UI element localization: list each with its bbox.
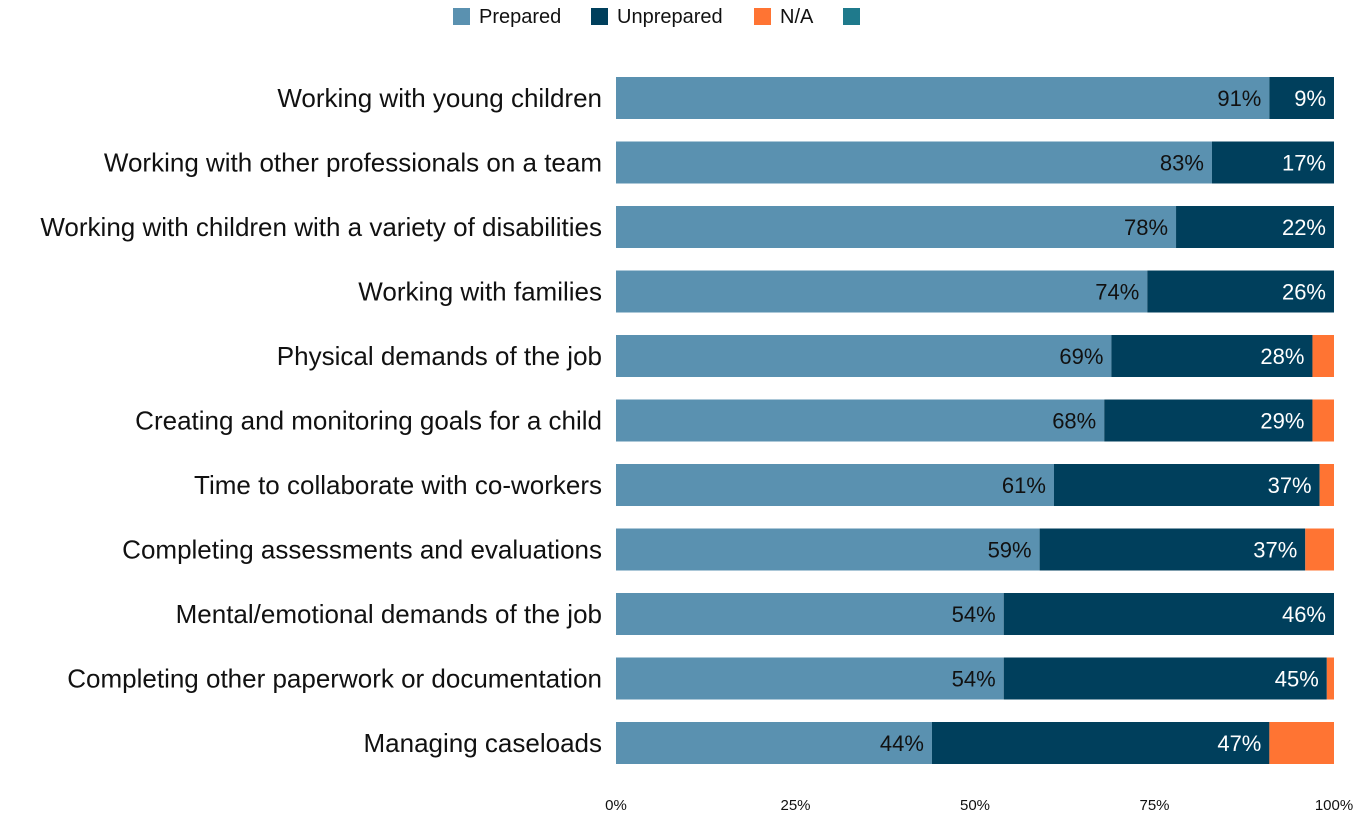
bar-segment-n-a: [1269, 722, 1334, 764]
bar-segment-prepared: [616, 270, 1148, 313]
category-label: Working with families: [358, 277, 602, 307]
data-label-unprepared: 26%: [1282, 280, 1326, 305]
bar-segment-prepared: [616, 206, 1177, 248]
bar-segment-prepared: [616, 335, 1112, 377]
data-label-unprepared: 37%: [1268, 473, 1312, 498]
bar-segment-unprepared: [931, 722, 1270, 764]
data-label-unprepared: 17%: [1282, 151, 1326, 176]
data-label-prepared: 91%: [1217, 86, 1261, 111]
bar-segment-unprepared: [1003, 657, 1327, 700]
bar-segment-unprepared: [1176, 206, 1334, 248]
x-tick-label: 0%: [605, 797, 627, 814]
category-label: Managing caseloads: [364, 728, 603, 758]
category-label: Mental/emotional demands of the job: [176, 599, 602, 629]
bar-segment-n-a: [1305, 528, 1334, 571]
data-label-unprepared: 45%: [1275, 667, 1319, 692]
legend-swatch-prepared: [453, 8, 470, 25]
bar-segment-prepared: [616, 77, 1270, 119]
data-label-prepared: 68%: [1052, 409, 1096, 434]
bar-segment-prepared: [616, 464, 1054, 506]
bar-segment-unprepared: [1211, 141, 1334, 184]
category-label: Working with other professionals on a te…: [104, 148, 602, 178]
data-label-unprepared: 46%: [1282, 602, 1326, 627]
bar-segment-prepared: [616, 141, 1212, 184]
bars: 91% 9% 83% 17% 78% 22% 74% 26% 69% 28% 68% 29% 61% 37…: [616, 77, 1334, 764]
legend-swatch-unprepared: [591, 8, 608, 25]
data-label-prepared: 44%: [880, 731, 924, 756]
bar-segment-unprepared: [1053, 464, 1320, 506]
bar-segment-prepared: [616, 399, 1105, 442]
bar-segment-n-a: [1326, 657, 1334, 700]
data-label-unprepared: 9%: [1294, 86, 1326, 111]
category-label: Working with children with a variety of …: [40, 212, 602, 242]
data-label-prepared: 69%: [1059, 344, 1103, 369]
category-label: Completing other paperwork or documentat…: [67, 664, 602, 694]
legend: Prepared Unprepared N/A: [453, 6, 860, 28]
data-label-prepared: 74%: [1095, 280, 1139, 305]
legend-label-prepared: Prepared: [479, 6, 561, 28]
category-label: Completing assessments and evaluations: [122, 535, 602, 565]
data-label-prepared: 61%: [1002, 473, 1046, 498]
data-label-unprepared: 47%: [1217, 731, 1261, 756]
data-label-prepared: 83%: [1160, 151, 1204, 176]
category-label: Creating and monitoring goals for a chil…: [135, 406, 602, 436]
bar-segment-prepared: [616, 722, 932, 764]
data-label-unprepared: 28%: [1260, 344, 1304, 369]
category-label: Working with young children: [277, 83, 602, 113]
legend-label-n-a: N/A: [780, 6, 814, 28]
x-tick-label: 25%: [780, 797, 810, 814]
bar-segment-n-a: [1312, 335, 1334, 377]
data-label-prepared: 78%: [1124, 215, 1168, 240]
category-label: Time to collaborate with co-workers: [194, 470, 602, 500]
x-tick-label: 75%: [1139, 797, 1169, 814]
x-tick-label: 100%: [1315, 797, 1353, 814]
data-label-unprepared: 22%: [1282, 215, 1326, 240]
bar-segment-unprepared: [1104, 399, 1313, 442]
bar-segment-unprepared: [1269, 77, 1334, 119]
data-label-prepared: 54%: [952, 602, 996, 627]
legend-swatch-unlabeled: [843, 8, 860, 25]
data-label-unprepared: 37%: [1253, 538, 1297, 563]
data-label-prepared: 54%: [952, 667, 996, 692]
bar-segment-unprepared: [1003, 593, 1334, 635]
bar-segment-n-a: [1312, 399, 1334, 442]
bar-segment-unprepared: [1111, 335, 1313, 377]
data-label-unprepared: 29%: [1260, 409, 1304, 434]
bar-segment-prepared: [616, 657, 1004, 700]
x-tick-label: 50%: [960, 797, 990, 814]
legend-swatch-n-a: [754, 8, 771, 25]
bar-segment-prepared: [616, 528, 1040, 571]
bar-segment-prepared: [616, 593, 1004, 635]
data-label-prepared: 59%: [988, 538, 1032, 563]
bar-segment-unprepared: [1147, 270, 1334, 313]
bar-segment-n-a: [1319, 464, 1334, 506]
legend-label-unprepared: Unprepared: [617, 6, 723, 28]
bar-segment-unprepared: [1039, 528, 1306, 571]
category-labels: Working with young children Working with …: [40, 83, 602, 758]
category-label: Physical demands of the job: [277, 341, 602, 371]
x-axis: 0% 25% 50% 75% 100%: [605, 797, 1353, 814]
